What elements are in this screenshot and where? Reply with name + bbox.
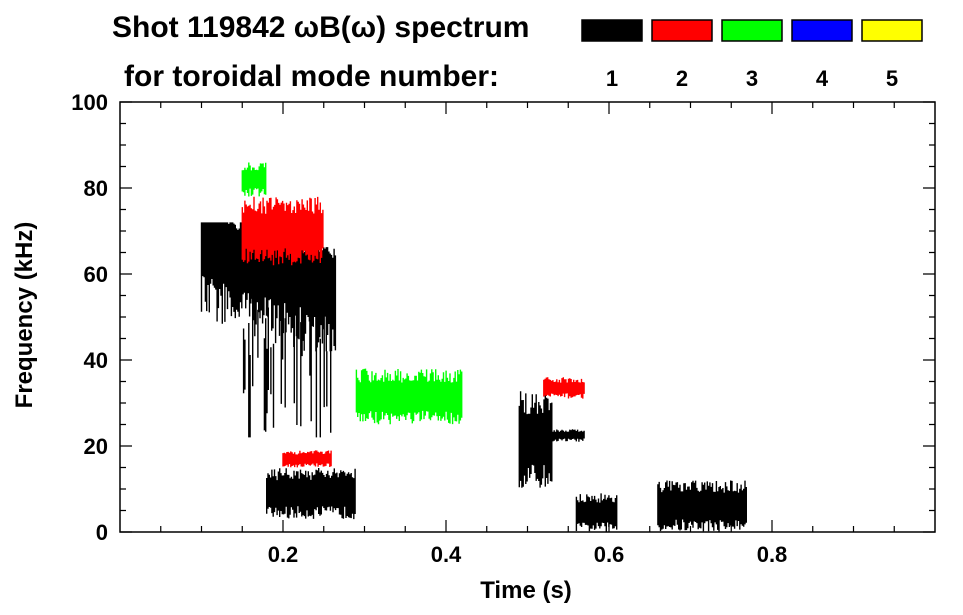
legend-swatch-5 [861,19,923,42]
legend-label-3: 3 [746,66,758,91]
tick-labels: 0.2 0.4 0.6 0.8 0 20 40 60 80 100 [71,90,787,567]
spectrum-trace [266,468,356,520]
spectrum-trace [543,429,585,442]
spectrum-trace [241,162,267,197]
spectrum-feature-mode-2 [543,377,585,399]
spectrum-trace [575,493,618,532]
x-tick-label: 0.8 [757,542,788,567]
spectrum-feature-mode-1 [266,468,356,520]
legend-swatch-2 [651,19,713,42]
spectrum-feature-mode-1 [575,493,618,532]
spectrum-feature-mode-1 [657,480,747,532]
y-tick-label: 40 [84,348,108,373]
spectrum-trace [200,222,337,352]
y-tick-label: 100 [71,90,108,115]
y-axis-label: Frequency (kHz) [11,222,38,409]
legend-label-4: 4 [816,66,829,91]
x-tick-label: 0.4 [431,542,462,567]
spectrum-feature-mode-1 [200,222,337,352]
spectrum-trace [241,196,324,266]
spectrum-trace [657,480,747,532]
legend-swatch-1 [581,19,643,42]
spectrum-trace [355,368,463,425]
tick-marks [120,101,935,533]
spectrum-trace [543,377,585,399]
legend-label-2: 2 [676,66,688,91]
spectrum-trace [242,291,332,438]
x-axis-label: Time (s) [480,577,572,604]
spectrum-feature-mode-1 [242,291,332,438]
chart-title-line1: Shot 119842 ωB(ω) spectrum [112,11,529,44]
legend-label-1: 1 [606,66,618,91]
legend-swatch-3 [721,19,783,42]
legend-swatch-4 [791,19,853,42]
spectrum-feature-mode-1 [543,429,585,442]
x-tick-label: 0.2 [268,542,299,567]
chart-title-line2: for toroidal mode number: [124,60,499,93]
y-tick-label: 0 [96,520,108,545]
spectrum-feature-mode-3 [355,368,463,425]
spectrum-feature-mode-3 [241,162,267,197]
spectrum-data [200,162,747,532]
y-tick-label: 80 [84,176,108,201]
legend-label-5: 5 [886,66,898,91]
legend: 1 2 3 4 5 [581,19,923,91]
y-tick-label: 60 [84,262,108,287]
spectrum-trace [282,450,332,468]
spectrum-feature-mode-2 [282,450,332,468]
x-tick-label: 0.6 [594,542,625,567]
spectrum-feature-mode-2 [241,196,324,266]
y-tick-label: 20 [84,434,108,459]
axes [119,101,936,533]
